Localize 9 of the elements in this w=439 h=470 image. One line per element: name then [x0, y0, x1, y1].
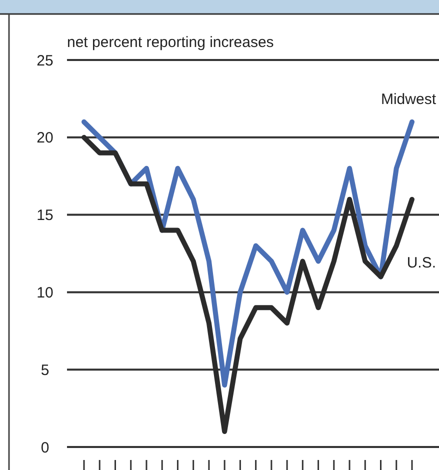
y-axis-title: net percent reporting increases — [67, 34, 274, 51]
series-label: U.S. — [406, 254, 436, 272]
y-tick-label: 0 — [40, 439, 50, 456]
series-label: Midwest — [380, 90, 437, 108]
y-tick-label: 5 — [40, 362, 50, 379]
y-tick-label: 15 — [36, 207, 54, 224]
y-tick-label: 20 — [36, 130, 54, 147]
y-tick-label: 25 — [36, 52, 54, 70]
y-tick-label: 10 — [36, 284, 54, 302]
